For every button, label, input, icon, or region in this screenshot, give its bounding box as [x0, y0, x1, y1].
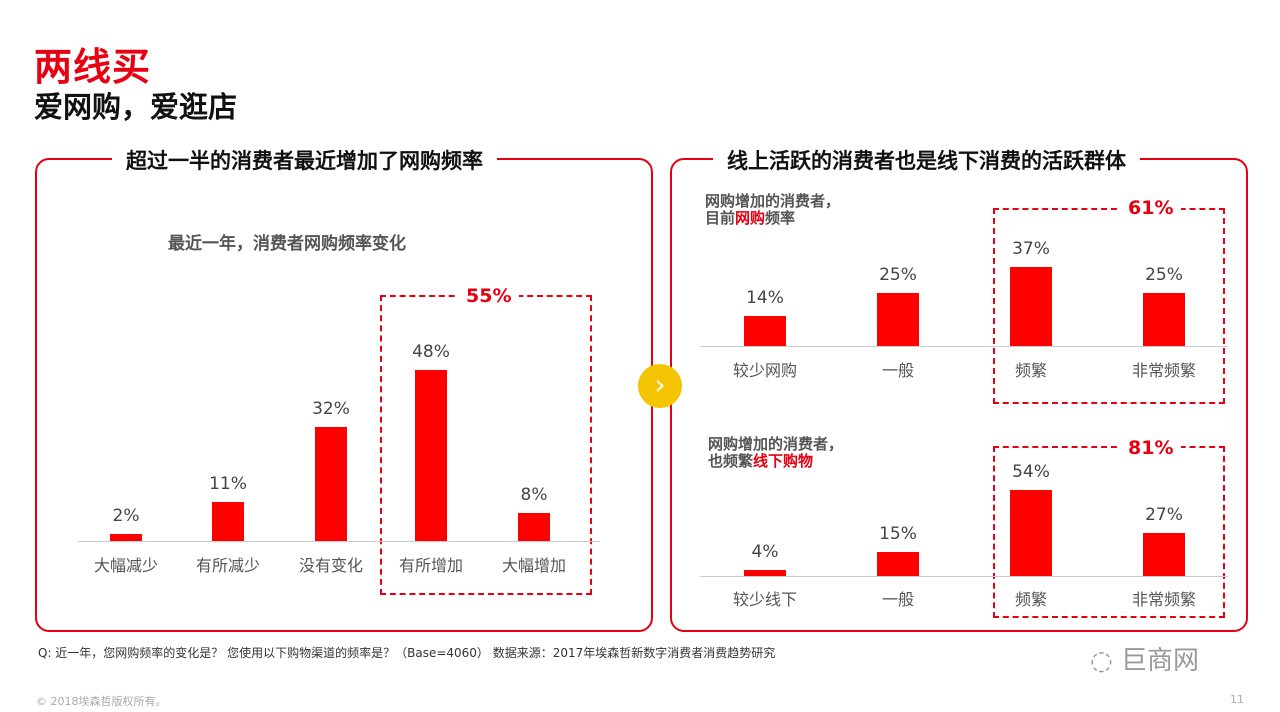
top-highlight-label: 61%	[1120, 197, 1182, 219]
chart-0-data-label: 8%	[520, 484, 548, 505]
chart-1-data-label: 14%	[746, 288, 784, 309]
slide-subtitle: 爱网购，爱逛店	[34, 90, 238, 124]
chart-1-axis	[700, 346, 1228, 347]
bottom-note-line1: 网购增加的消费者，	[708, 435, 844, 453]
chart-2-bar	[1010, 489, 1052, 576]
top-note-red: 网购	[735, 209, 766, 227]
bottom-note: 网购增加的消费者， 也频繁线下购物	[708, 436, 843, 470]
chart-1-data-label: 37%	[1012, 238, 1050, 259]
chart-0-data-label: 11%	[209, 473, 247, 494]
chart-0-category-label: 有所增加	[398, 556, 463, 575]
chart-0-data-label: 48%	[412, 342, 450, 363]
chart-1-bar	[877, 292, 919, 346]
chart-0-bar	[110, 533, 142, 541]
chart-1-category-label: 频繁	[1014, 361, 1047, 380]
slide-title: 两线买	[34, 45, 152, 89]
chart-0-category-label: 有所减少	[195, 556, 260, 575]
watermark: ◌ 巨商网	[1090, 640, 1199, 677]
chart-0-bar	[212, 501, 244, 541]
chevron-right-icon: ›	[638, 364, 682, 408]
chart-2-bar	[1143, 532, 1185, 576]
chart-1-data-label: 25%	[879, 264, 917, 285]
chart-1-bar	[1010, 266, 1052, 346]
left-panel-title: 超过一半的消费者最近增加了网购频率	[112, 145, 497, 175]
left-highlight-label: 55%	[458, 285, 520, 307]
chart-2-category-label: 频繁	[1014, 590, 1047, 609]
page-number: 11	[1230, 693, 1244, 706]
chart-2-data-label: 15%	[879, 524, 917, 544]
bottom-highlight-box	[993, 446, 1225, 618]
chart-0-bar	[518, 512, 550, 541]
chart-2-category-label: 较少线下	[732, 590, 797, 609]
chart-1-data-label: 25%	[1145, 264, 1183, 285]
top-highlight-box	[993, 208, 1225, 404]
chart-2-category-label: 一般	[881, 590, 914, 609]
chart-2-bar	[744, 569, 786, 576]
left-chart-title: 最近一年，消费者网购频率变化	[168, 234, 406, 254]
watermark-text: 巨商网	[1120, 646, 1199, 676]
bottom-note-line2: 也频繁线下购物	[708, 453, 843, 470]
chart-0-axis	[78, 541, 600, 542]
chart-2-data-label: 4%	[751, 541, 779, 562]
top-note-pre: 目前	[705, 209, 736, 227]
chart-1-bar	[1143, 292, 1185, 346]
top-note: 网购增加的消费者， 目前网购频率	[705, 193, 840, 227]
chart-0-category-label: 大幅减少	[93, 556, 158, 575]
chart-2-axis	[700, 576, 1228, 577]
chart-0-bar	[315, 427, 347, 541]
chart-0-data-label: 32%	[312, 399, 350, 420]
top-note-line1: 网购增加的消费者，	[705, 192, 841, 210]
left-highlight-box	[380, 295, 592, 595]
bottom-note-pre: 也频繁	[708, 452, 754, 470]
chart-2-bar	[877, 552, 919, 576]
top-note-post: 频率	[765, 209, 796, 227]
footnote: Q: 近一年，您网购频率的变化是？ 您使用以下购物渠道的频率是？（Base=40…	[38, 646, 776, 660]
chart-0-category-label: 没有变化	[298, 556, 363, 575]
chart-1-category-label: 非常频繁	[1131, 361, 1196, 380]
chart-0-data-label: 2%	[112, 505, 140, 526]
bottom-note-red: 线下购物	[753, 452, 814, 470]
top-note-line2: 目前网购频率	[705, 210, 840, 227]
chart-1-bar	[744, 316, 786, 346]
chart-1-category-label: 一般	[881, 361, 914, 380]
right-panel-title: 线上活跃的消费者也是线下消费的活跃群体	[713, 145, 1140, 175]
chart-0-category-label: 大幅增加	[501, 556, 566, 575]
chart-2-data-label: 27%	[1145, 504, 1183, 525]
copyright: © 2018埃森哲版权所有。	[36, 695, 167, 708]
chart-0-bar	[415, 370, 447, 541]
chart-2-category-label: 非常频繁	[1131, 590, 1196, 609]
chart-1-category-label: 较少网购	[732, 361, 797, 380]
bottom-highlight-label: 81%	[1120, 437, 1182, 459]
wechat-icon: ◌	[1090, 646, 1121, 676]
chart-2-data-label: 54%	[1012, 461, 1050, 482]
